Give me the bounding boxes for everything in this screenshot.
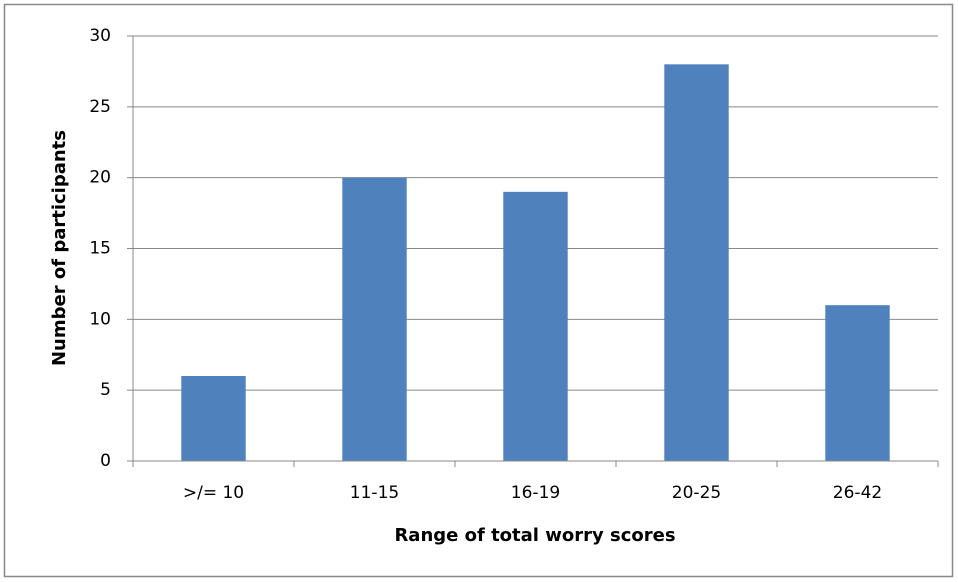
y-tick-label: 30 (89, 26, 111, 46)
x-tick-label: 16-19 (511, 483, 560, 503)
x-tick-label: >/= 10 (183, 483, 244, 503)
bar (664, 64, 729, 461)
bar (503, 191, 568, 462)
y-tick-label: 10 (89, 309, 111, 329)
x-tick-label: 11-15 (350, 483, 399, 503)
y-tick-label: 0 (100, 451, 111, 471)
y-tick-label: 25 (89, 97, 111, 117)
bar (181, 376, 246, 461)
x-tick-label: 26-42 (833, 483, 882, 503)
y-tick-label: 15 (89, 239, 111, 259)
y-tick-label: 20 (89, 168, 111, 188)
bar (342, 177, 407, 461)
bar (825, 305, 890, 461)
x-axis-title: Range of total worry scores (394, 525, 675, 546)
x-tick-label: 20-25 (672, 483, 721, 503)
chart-border (3, 3, 954, 578)
y-axis-title: Number of participants (49, 130, 70, 366)
y-tick-label: 5 (100, 380, 111, 400)
